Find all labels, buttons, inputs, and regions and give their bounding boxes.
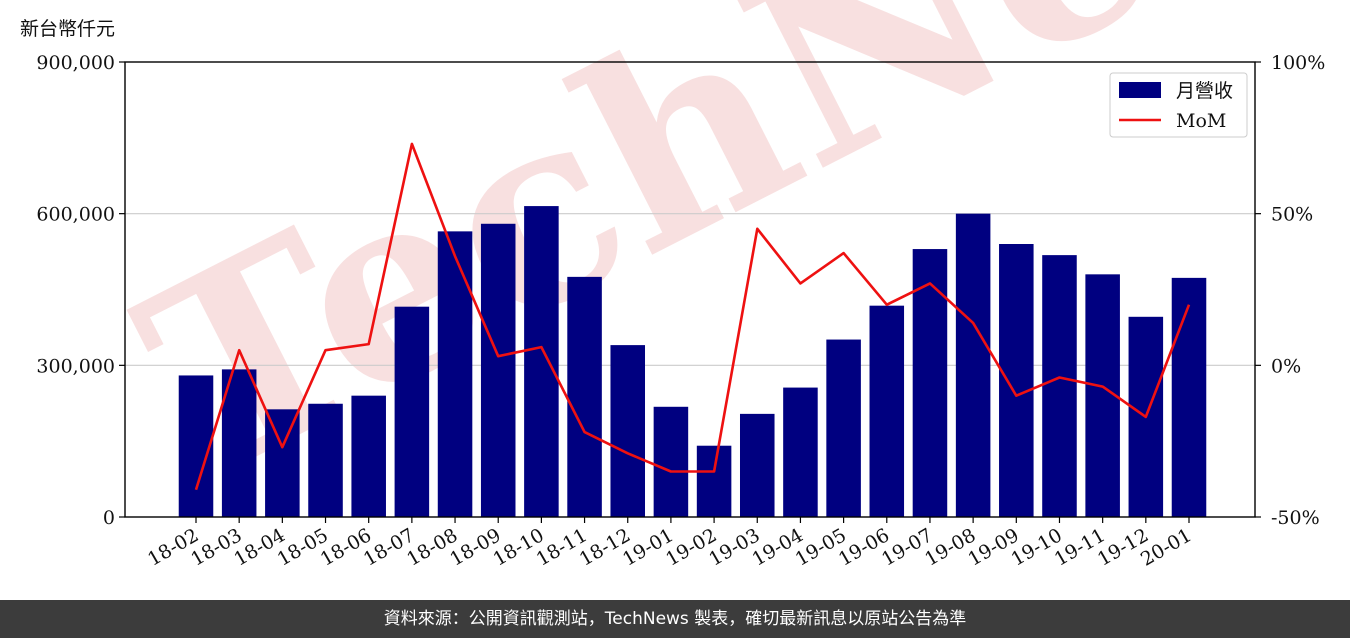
bar-18-06: [351, 395, 386, 517]
right-tick-label: 50%: [1271, 204, 1313, 226]
bar-18-12: [610, 345, 646, 517]
legend-label-mom: MoM: [1176, 110, 1226, 132]
left-tick-label: 900,000: [36, 52, 115, 74]
revenue-chart: 0300,000600,000900,000-50%0%50%100%18-02…: [36, 52, 1325, 571]
right-tick-label: -50%: [1271, 507, 1320, 529]
plot-frame: [124, 61, 1256, 518]
x-tick-label: 20-01: [1137, 524, 1195, 570]
right-tick-label: 100%: [1271, 52, 1325, 74]
bar-18-07: [394, 306, 430, 517]
right-tick-label: 0%: [1271, 355, 1301, 377]
bar-19-02: [696, 445, 732, 517]
bar-18-03: [221, 369, 257, 517]
legend-label-revenue: 月營收: [1176, 80, 1233, 102]
left-axis-unit-label: 新台幣仟元: [20, 18, 116, 40]
bar-19-05: [826, 339, 861, 517]
bar-19-03: [739, 413, 775, 517]
bar-19-08: [955, 213, 991, 517]
bar-18-04: [265, 409, 300, 517]
bar-19-10: [1042, 255, 1077, 517]
bar-18-02: [178, 375, 214, 517]
footer-text: 資料來源：公開資訊觀測站，TechNews 製表，確切最新訊息以原站公告為準: [383, 609, 967, 629]
bar-18-10: [524, 206, 559, 518]
legend-swatch-bar: [1119, 82, 1161, 98]
bar-18-08: [437, 231, 473, 517]
bar-19-01: [653, 406, 689, 517]
left-tick-label: 0: [103, 507, 115, 529]
bar-20-01: [1171, 277, 1207, 517]
bar-19-04: [783, 387, 818, 517]
bar-18-05: [308, 403, 343, 517]
left-tick-label: 600,000: [36, 204, 115, 226]
mom-line: [194, 142, 1191, 491]
bar-19-06: [869, 305, 905, 517]
left-tick-label: 300,000: [36, 355, 115, 377]
bar-18-11: [567, 276, 602, 517]
bar-18-09: [480, 223, 516, 517]
bar-19-09: [999, 244, 1034, 517]
source-footer: 資料來源：公開資訊觀測站，TechNews 製表，確切最新訊息以原站公告為準: [0, 600, 1350, 638]
